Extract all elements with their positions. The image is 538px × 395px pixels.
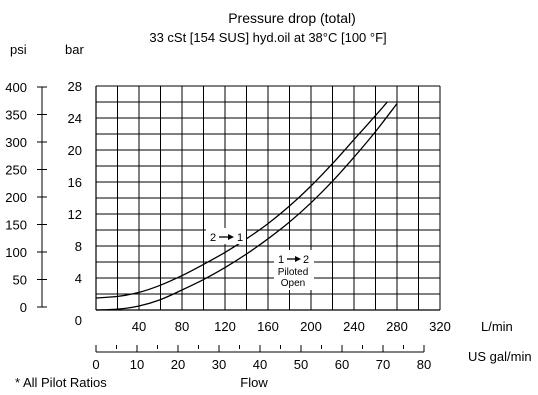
series-2-label-from: 1 [278,254,284,266]
psi-tick-label: 200 [5,190,27,205]
gpm-tick-label: 10 [130,357,144,372]
bar-tick-label: 8 [75,239,82,254]
gpm-tick-label: 80 [417,357,431,372]
bar-tick-label: 0 [75,313,82,328]
x-axis-label: Flow [240,375,268,390]
lmin-tick-label: 320 [429,319,451,334]
bar-tick-label: 24 [68,111,82,126]
bar-tick-label: 20 [68,143,82,158]
psi-tick-label: 100 [5,245,27,260]
series-2-label-arrow-head [295,256,301,262]
psi-tick-label: 150 [5,218,27,233]
psi-tick-label: 250 [5,163,27,178]
series-2-label-bg [274,250,314,290]
curve-series-1 [95,101,388,299]
chart-subtitle: 33 cSt [154 SUS] hyd.oil at 38°C [100 °F… [149,30,386,45]
curves [95,101,398,311]
footnote: * All Pilot Ratios [15,375,107,390]
lmin-tick-label: 120 [214,319,236,334]
lmin-tick-label: 160 [257,319,279,334]
series-2-label-to: 2 [303,254,309,266]
grid [96,85,441,310]
curve-series-2 [95,103,398,311]
lmin-tick-label: 280 [386,319,408,334]
bar-tick-label: 12 [68,207,82,222]
gpm-tick-label: 50 [294,357,308,372]
psi-tick-label: 50 [13,273,27,288]
psi-tick-label: 350 [5,108,27,123]
bar-tick-label: 16 [68,175,82,190]
series-1-label-bg [206,228,246,244]
axes [37,86,440,353]
gpm-tick-label: 0 [92,357,99,372]
bar-tick-label: 4 [75,271,82,286]
gpm-tick-label: 40 [253,357,267,372]
gpm-tick-label: 30 [212,357,226,372]
psi-tick-label: 400 [5,80,27,95]
bar-tick-label: 28 [68,79,82,94]
lmin-tick-label: 240 [343,319,365,334]
psi-axis-unit: psi [10,42,27,57]
series-1-label-from: 2 [210,232,216,244]
lmin-axis-unit: L/min [481,319,513,334]
series-1-label-arrow-head [228,234,234,240]
series-1-label-to: 1 [237,232,243,244]
gpm-axis-unit: US gal/min [468,349,532,364]
bar-axis-unit: bar [65,42,84,57]
gpm-tick-label: 60 [335,357,349,372]
lmin-tick-label: 80 [175,319,189,334]
lmin-tick-label: 200 [300,319,322,334]
lmin-tick-label: 40 [132,319,146,334]
psi-tick-label: 300 [5,135,27,150]
series-2-label-line4: Open [281,278,305,289]
gpm-tick-label: 20 [171,357,185,372]
psi-tick-label: 0 [20,300,27,315]
chart-title: Pressure drop (total) [228,10,356,26]
series-2-label-line3: Piloted [278,267,309,278]
gpm-tick-label: 70 [376,357,390,372]
